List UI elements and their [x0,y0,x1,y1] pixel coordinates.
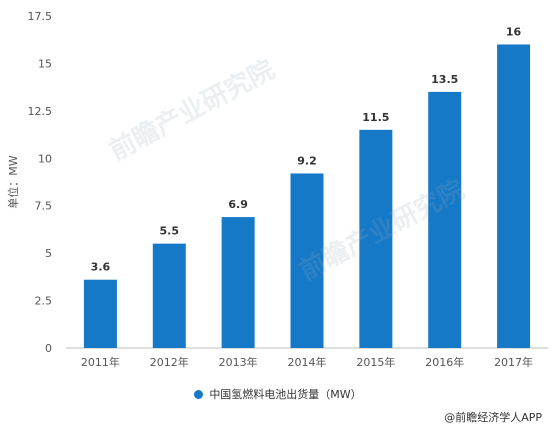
bar [83,279,117,348]
bar [221,217,255,348]
y-tick-label: 10 [38,152,52,165]
data-label: 6.9 [228,198,248,211]
x-tick-label: 2015年 [356,355,395,369]
y-tick-label: 15 [38,57,52,70]
data-label: 3.6 [91,261,111,274]
y-tick-label: 17.5 [28,10,53,23]
x-tick-label: 2013年 [219,355,258,369]
data-label: 11.5 [362,111,389,124]
data-label: 13.5 [431,73,458,86]
data-labels: 3.6 5.5 6.9 9.2 11.5 13.5 16 [91,25,522,273]
legend-marker [194,390,204,399]
data-label: 5.5 [160,225,180,238]
bar [497,44,531,348]
legend: 中国氢燃料电池出货量（MW） [0,386,556,402]
legend-label: 中国氢燃料电池出货量（MW） [209,388,362,401]
y-tick-label: 7.5 [35,200,53,213]
data-label: 9.2 [297,154,317,167]
y-tick-labels: 0 2.5 5 7.5 10 12.5 15 17.5 [28,10,53,355]
bar [359,129,393,348]
y-tick-label: 5 [45,247,52,260]
y-tick-label: 12.5 [28,105,53,118]
data-label: 16 [506,25,522,38]
bar [152,243,186,348]
y-tick-label: 0 [45,342,52,355]
x-tick-label: 2016年 [425,355,464,369]
bar [428,91,462,348]
x-tick-labels: 2011年 2012年 2013年 2014年 2015年 2016年 2017年 [81,355,533,369]
y-axis-label: 单位：MW [6,155,20,208]
x-tick-label: 2014年 [288,355,327,369]
y-tick-label: 2.5 [35,295,53,308]
x-tick-label: 2017年 [494,355,533,369]
bars [83,44,531,348]
x-tick-label: 2011年 [81,355,120,369]
x-tick-label: 2012年 [150,355,189,369]
bar [290,173,324,348]
source-credit: @前瞻经济学人APP [444,411,542,424]
